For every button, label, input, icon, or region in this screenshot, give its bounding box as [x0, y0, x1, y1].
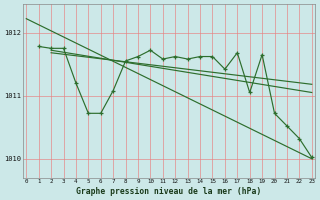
X-axis label: Graphe pression niveau de la mer (hPa): Graphe pression niveau de la mer (hPa)	[76, 187, 262, 196]
